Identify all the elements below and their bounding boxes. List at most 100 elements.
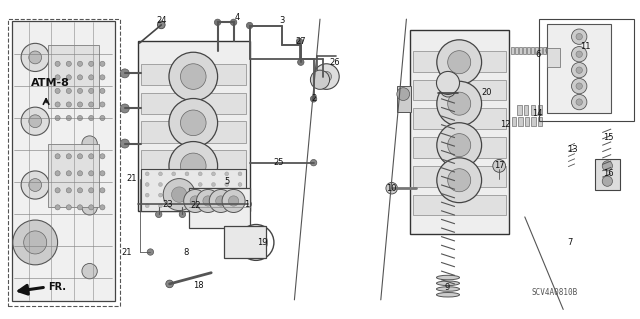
Text: 24: 24: [156, 16, 166, 25]
Bar: [138, 41, 250, 211]
Circle shape: [169, 142, 218, 190]
Bar: [48, 144, 99, 207]
Circle shape: [576, 67, 582, 73]
Circle shape: [228, 196, 239, 206]
Circle shape: [185, 172, 189, 176]
Circle shape: [246, 22, 253, 29]
Circle shape: [77, 88, 83, 93]
Circle shape: [100, 75, 105, 80]
Text: 22: 22: [190, 201, 200, 210]
Bar: [557, 46, 559, 52]
Circle shape: [602, 176, 612, 186]
Bar: [413, 195, 506, 215]
Circle shape: [100, 61, 105, 66]
Circle shape: [310, 70, 330, 89]
Circle shape: [100, 102, 105, 107]
Circle shape: [184, 189, 207, 212]
Text: 16: 16: [603, 169, 613, 178]
Circle shape: [156, 211, 162, 218]
Circle shape: [222, 189, 245, 212]
Circle shape: [225, 172, 228, 176]
Circle shape: [169, 99, 218, 147]
Circle shape: [296, 38, 303, 45]
Text: 11: 11: [580, 42, 591, 51]
Text: 21: 21: [122, 248, 132, 256]
Circle shape: [225, 204, 228, 208]
Circle shape: [100, 171, 105, 176]
Circle shape: [172, 187, 187, 202]
Circle shape: [437, 158, 482, 203]
Circle shape: [67, 88, 72, 93]
Circle shape: [89, 171, 94, 176]
Circle shape: [67, 61, 72, 66]
Circle shape: [298, 59, 304, 65]
Circle shape: [82, 72, 97, 87]
Bar: [397, 86, 411, 112]
Circle shape: [576, 33, 582, 40]
Circle shape: [82, 136, 97, 151]
Circle shape: [440, 82, 456, 97]
Bar: [511, 47, 514, 54]
Circle shape: [576, 51, 582, 57]
Bar: [141, 179, 246, 200]
Bar: [410, 30, 509, 234]
Circle shape: [198, 172, 202, 176]
Circle shape: [55, 115, 60, 121]
Circle shape: [493, 160, 506, 172]
Circle shape: [145, 182, 149, 186]
Circle shape: [55, 102, 60, 107]
Circle shape: [185, 182, 189, 186]
Circle shape: [238, 193, 242, 197]
Circle shape: [245, 201, 252, 207]
Circle shape: [198, 204, 202, 208]
Text: 7: 7: [567, 238, 572, 247]
Bar: [413, 108, 506, 129]
Bar: [48, 45, 99, 108]
Circle shape: [230, 19, 237, 26]
Text: 1: 1: [244, 200, 249, 209]
Circle shape: [100, 88, 105, 93]
Circle shape: [172, 204, 175, 208]
Text: 8: 8: [183, 248, 188, 256]
Bar: [519, 47, 522, 54]
Circle shape: [145, 172, 149, 176]
Circle shape: [77, 61, 83, 66]
Circle shape: [546, 46, 555, 55]
Circle shape: [180, 110, 206, 136]
Circle shape: [437, 123, 482, 167]
Circle shape: [310, 160, 317, 166]
Text: 3: 3: [279, 16, 284, 25]
Text: 6: 6: [535, 50, 540, 59]
Circle shape: [29, 51, 42, 64]
Circle shape: [120, 69, 129, 78]
Circle shape: [21, 235, 49, 263]
Bar: [8, 19, 120, 306]
Circle shape: [55, 171, 60, 176]
Circle shape: [55, 205, 60, 210]
Bar: [531, 47, 534, 54]
Circle shape: [67, 188, 72, 193]
Bar: [224, 226, 266, 258]
Text: 17: 17: [494, 161, 504, 170]
Circle shape: [77, 154, 83, 159]
Circle shape: [212, 193, 216, 197]
Circle shape: [185, 204, 189, 208]
Circle shape: [24, 231, 47, 254]
Circle shape: [576, 44, 586, 54]
Circle shape: [172, 172, 175, 176]
Bar: [12, 21, 115, 301]
Circle shape: [169, 52, 218, 101]
Text: 4: 4: [234, 13, 239, 22]
Circle shape: [55, 75, 60, 80]
Circle shape: [89, 61, 94, 66]
Circle shape: [212, 204, 216, 208]
Circle shape: [572, 29, 587, 44]
Circle shape: [198, 193, 202, 197]
Text: 9: 9: [444, 283, 449, 292]
Circle shape: [67, 115, 72, 121]
Circle shape: [89, 205, 94, 210]
Text: 2: 2: [311, 94, 316, 103]
Bar: [595, 160, 620, 190]
Circle shape: [185, 193, 189, 197]
Bar: [543, 47, 547, 54]
